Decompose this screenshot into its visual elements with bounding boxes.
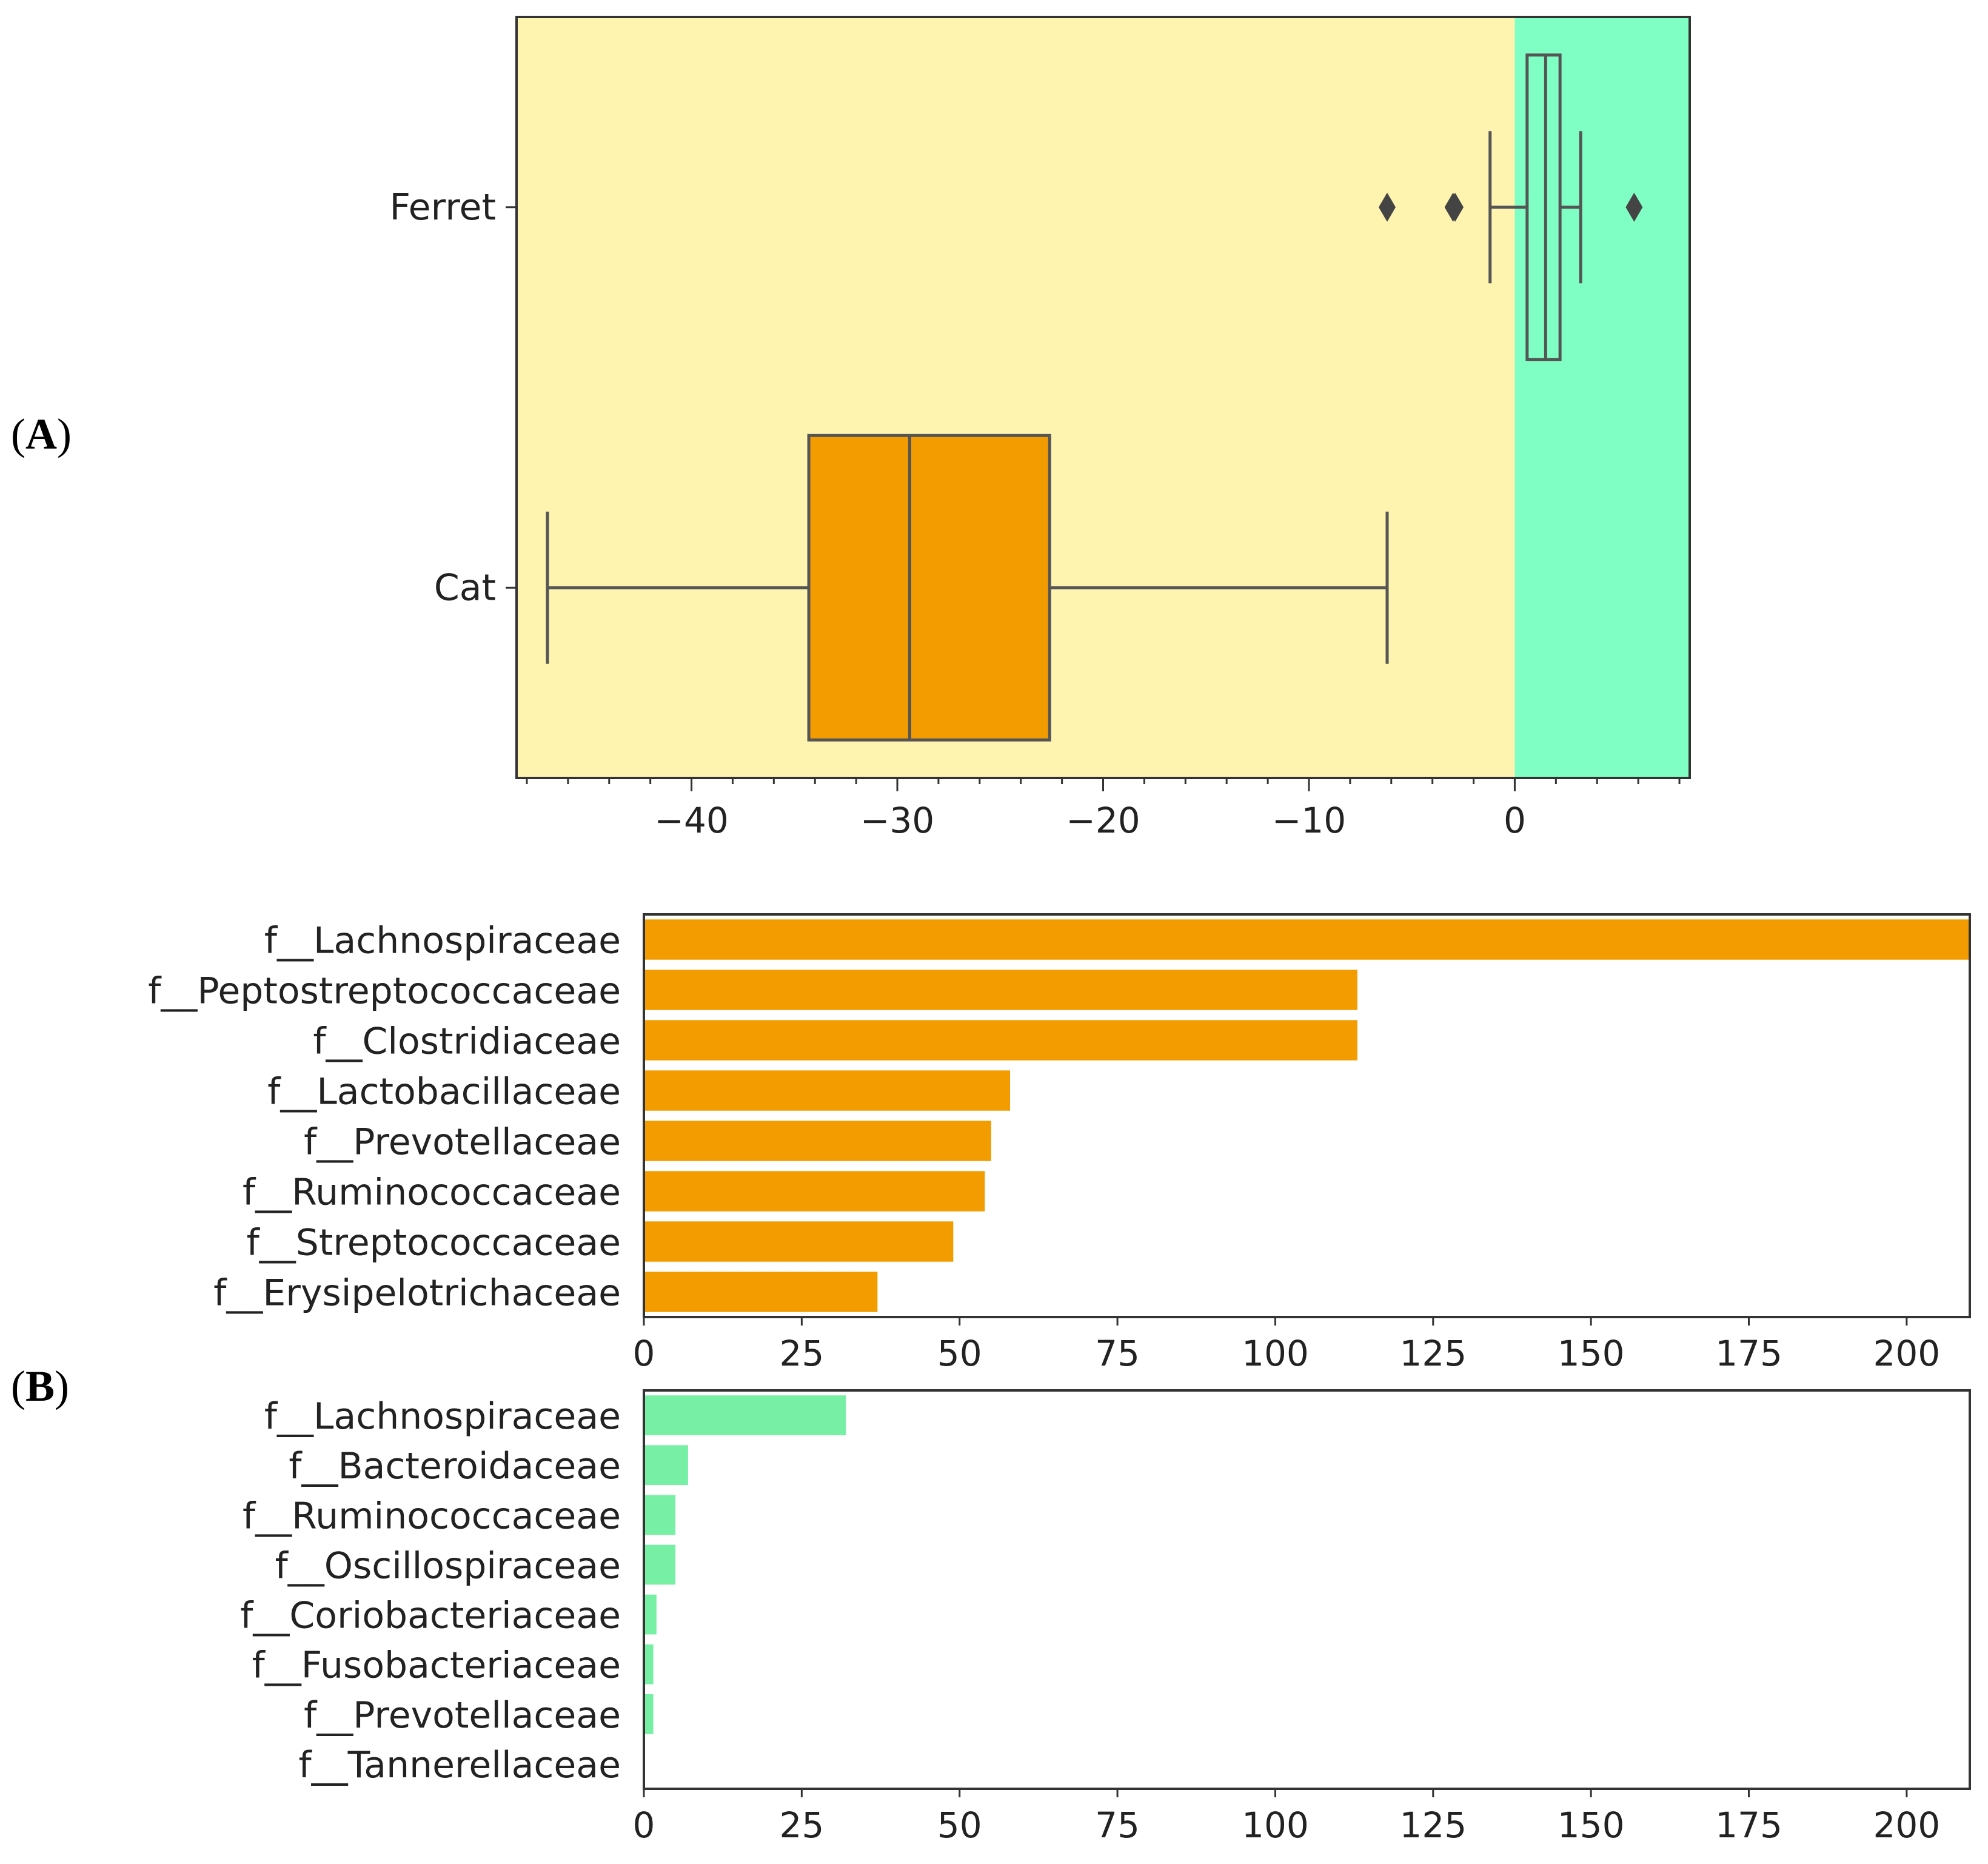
y-category-label: f__Streptococcaceae — [247, 1222, 621, 1264]
panel-a-label: (A) — [11, 410, 72, 458]
x-tick-label: 200 — [1873, 1333, 1940, 1374]
x-tick-label: 100 — [1242, 1805, 1309, 1846]
y-category-label: f__Lachnospiraceae — [264, 920, 621, 962]
y-category-label: f__Peptostreptococcaceae — [148, 970, 621, 1013]
bar — [644, 1171, 985, 1212]
y-category-label: f__Coriobacteriaceae — [240, 1595, 621, 1637]
x-tick-label: −30 — [860, 800, 934, 841]
x-tick-label: 0 — [633, 1805, 655, 1846]
bar — [644, 1272, 878, 1312]
box-iqr — [807, 434, 1051, 742]
plot-frame — [643, 913, 1971, 1318]
x-tick-label: 125 — [1399, 1805, 1467, 1846]
x-tick-label: 0 — [633, 1333, 655, 1374]
x-tick-label: 75 — [1095, 1333, 1140, 1374]
x-tick-label: 25 — [779, 1333, 824, 1374]
bar — [644, 1020, 1357, 1061]
bar — [644, 1544, 676, 1585]
y-category-label: f__Oscillospiraceae — [275, 1544, 621, 1587]
bar-chart-top: f__Lachnospiraceae f__Peptostreptococcace… — [148, 913, 1971, 1374]
y-category-label: f__Bacteroidaceae — [289, 1445, 621, 1487]
bar — [644, 970, 1357, 1010]
box-iqr — [1525, 53, 1562, 361]
y-category-label: Cat — [434, 566, 496, 609]
y-category-label: f__Prevotellaceae — [304, 1694, 621, 1737]
bar — [644, 1070, 1011, 1111]
outlier-point — [1378, 192, 1396, 222]
y-category-label: f__Ruminococcaceae — [243, 1495, 621, 1537]
x-tick-label: 0 — [1504, 800, 1526, 841]
outlier-point — [1447, 192, 1464, 222]
x-tick-label: 25 — [779, 1805, 824, 1846]
bar — [644, 1395, 846, 1435]
x-tick-label: 50 — [937, 1333, 982, 1374]
y-category-label: f__Prevotellaceae — [304, 1121, 621, 1164]
bar — [644, 1495, 676, 1535]
outlier-point — [1625, 192, 1643, 222]
bar — [644, 1644, 654, 1685]
bar — [644, 1694, 654, 1734]
x-tick-label: −10 — [1272, 800, 1346, 841]
y-category-label: f__Erysipelotrichaceae — [213, 1272, 621, 1315]
plot-frame — [643, 1389, 1971, 1790]
y-category-label: f__Tannerellaceae — [298, 1744, 621, 1786]
x-tick-label: 150 — [1558, 1333, 1625, 1374]
x-tick-label: 150 — [1558, 1805, 1625, 1846]
x-tick-label: 100 — [1242, 1333, 1309, 1374]
x-tick-label: 200 — [1873, 1805, 1940, 1846]
bar — [644, 919, 1970, 960]
bar — [644, 1121, 991, 1161]
x-tick-label: −20 — [1066, 800, 1140, 841]
bar — [644, 1221, 954, 1262]
boxplot-chart: −40 −30 −20 −10 0 Ferret Cat — [389, 16, 1691, 841]
y-category-label: f__Lactobacillaceae — [267, 1071, 621, 1113]
bar — [644, 1594, 657, 1635]
x-tick-label: 175 — [1715, 1333, 1782, 1374]
y-category-label: f__Ruminococcaceae — [243, 1172, 621, 1214]
y-category-label: f__Fusobacteriaceae — [252, 1644, 621, 1687]
x-tick-label: 50 — [937, 1805, 982, 1846]
x-tick-label: 125 — [1399, 1333, 1467, 1374]
y-category-label: Ferret — [389, 186, 496, 229]
bar — [644, 1445, 688, 1486]
bar-chart-bottom: f__Lachnospiraceae f__Bacteroidaceae f__Ru… — [240, 1389, 1971, 1846]
x-tick-label: −40 — [654, 800, 728, 841]
panel-b-label: (B) — [11, 1362, 69, 1410]
y-category-label: f__Clostridiaceae — [313, 1021, 621, 1063]
x-tick-label: 75 — [1095, 1805, 1140, 1846]
x-tick-label: 175 — [1715, 1805, 1782, 1846]
plot-frame — [515, 16, 1691, 779]
y-category-label: f__Lachnospiraceae — [264, 1395, 621, 1438]
